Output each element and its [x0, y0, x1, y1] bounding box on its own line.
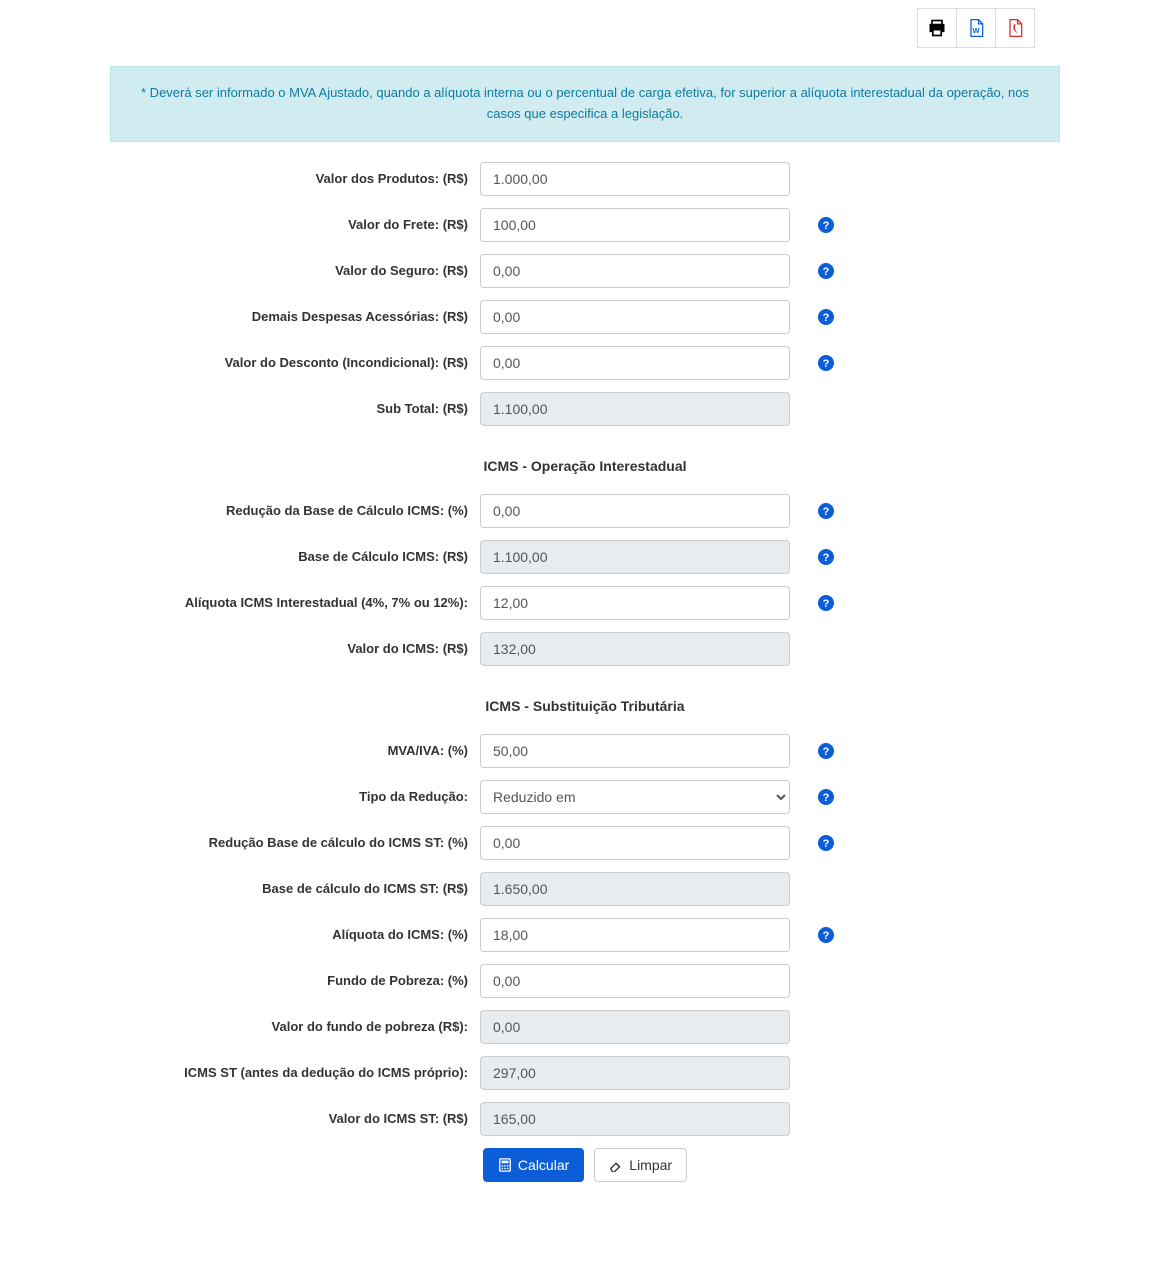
input-valor-icms-st — [480, 1102, 790, 1136]
label-demais-despesas: Demais Despesas Acessórias: (R$) — [110, 309, 480, 324]
row-valor-frete: Valor do Frete: (R$) ? — [110, 208, 1060, 242]
label-aliquota-icms-inter: Alíquota ICMS Interestadual (4%, 7% ou 1… — [110, 595, 480, 610]
input-demais-despesas[interactable] — [480, 300, 790, 334]
label-reducao-base-st: Redução Base de cálculo do ICMS ST: (%) — [110, 835, 480, 850]
row-icms-st-antes: ICMS ST (antes da dedução do ICMS própri… — [110, 1056, 1060, 1090]
section-title-icms-inter: ICMS - Operação Interestadual — [110, 458, 1060, 474]
help-icon[interactable]: ? — [818, 789, 834, 805]
row-tipo-reducao: Tipo da Redução: Reduzido em ? — [110, 780, 1060, 814]
label-valor-desconto: Valor do Desconto (Incondicional): (R$) — [110, 355, 480, 370]
label-valor-seguro: Valor do Seguro: (R$) — [110, 263, 480, 278]
row-valor-produtos: Valor dos Produtos: (R$) — [110, 162, 1060, 196]
row-valor-desconto: Valor do Desconto (Incondicional): (R$) … — [110, 346, 1060, 380]
help-icon[interactable]: ? — [818, 743, 834, 759]
input-valor-seguro[interactable] — [480, 254, 790, 288]
svg-text:?: ? — [823, 838, 830, 850]
svg-text:?: ? — [823, 552, 830, 564]
label-base-calculo-st: Base de cálculo do ICMS ST: (R$) — [110, 881, 480, 896]
svg-text:?: ? — [823, 598, 830, 610]
label-sub-total: Sub Total: (R$) — [110, 401, 480, 416]
limpar-label: Limpar — [629, 1157, 672, 1173]
row-base-calculo-icms: Base de Cálculo ICMS: (R$) ? — [110, 540, 1060, 574]
row-mva-iva: MVA/IVA: (%) ? — [110, 734, 1060, 768]
label-reducao-base-icms: Redução da Base de Cálculo ICMS: (%) — [110, 503, 480, 518]
row-valor-seguro: Valor do Seguro: (R$) ? — [110, 254, 1060, 288]
svg-text:?: ? — [823, 506, 830, 518]
button-row: Calcular Limpar — [110, 1148, 1060, 1182]
input-valor-produtos[interactable] — [480, 162, 790, 196]
row-valor-fundo-pobreza: Valor do fundo de pobreza (R$): — [110, 1010, 1060, 1044]
row-reducao-base-st: Redução Base de cálculo do ICMS ST: (%) … — [110, 826, 1060, 860]
limpar-button[interactable]: Limpar — [594, 1148, 687, 1182]
row-valor-icms: Valor do ICMS: (R$) — [110, 632, 1060, 666]
help-icon[interactable]: ? — [818, 927, 834, 943]
label-valor-fundo-pobreza: Valor do fundo de pobreza (R$): — [110, 1019, 480, 1034]
section-title-icms-st: ICMS - Substituição Tributária — [110, 698, 1060, 714]
help-icon[interactable]: ? — [818, 217, 834, 233]
input-valor-desconto[interactable] — [480, 346, 790, 380]
input-base-calculo-st — [480, 872, 790, 906]
help-icon[interactable]: ? — [818, 835, 834, 851]
help-icon[interactable]: ? — [818, 503, 834, 519]
row-fundo-pobreza: Fundo de Pobreza: (%) — [110, 964, 1060, 998]
input-sub-total — [480, 392, 790, 426]
row-base-calculo-st: Base de cálculo do ICMS ST: (R$) — [110, 872, 1060, 906]
label-valor-icms-st: Valor do ICMS ST: (R$) — [110, 1111, 480, 1126]
help-icon[interactable]: ? — [818, 355, 834, 371]
row-valor-icms-st: Valor do ICMS ST: (R$) — [110, 1102, 1060, 1136]
help-icon[interactable]: ? — [818, 263, 834, 279]
svg-text:?: ? — [823, 266, 830, 278]
help-icon[interactable]: ? — [818, 549, 834, 565]
calculator-icon — [498, 1158, 512, 1172]
help-icon[interactable]: ? — [818, 595, 834, 611]
label-aliquota-icms: Alíquota do ICMS: (%) — [110, 927, 480, 942]
input-valor-frete[interactable] — [480, 208, 790, 242]
svg-text:?: ? — [823, 312, 830, 324]
select-tipo-reducao[interactable]: Reduzido em — [480, 780, 790, 814]
export-toolbar: W — [0, 0, 1035, 56]
help-icon[interactable]: ? — [818, 309, 834, 325]
input-icms-st-antes — [480, 1056, 790, 1090]
label-mva-iva: MVA/IVA: (%) — [110, 743, 480, 758]
row-aliquota-icms: Alíquota do ICMS: (%) ? — [110, 918, 1060, 952]
print-icon — [927, 18, 947, 38]
row-aliquota-icms-inter: Alíquota ICMS Interestadual (4%, 7% ou 1… — [110, 586, 1060, 620]
pdf-export-button[interactable] — [995, 8, 1035, 48]
input-base-calculo-icms — [480, 540, 790, 574]
row-reducao-base-icms: Redução da Base de Cálculo ICMS: (%) ? — [110, 494, 1060, 528]
input-valor-icms — [480, 632, 790, 666]
info-message: * Deverá ser informado o MVA Ajustado, q… — [110, 66, 1060, 142]
svg-text:?: ? — [823, 220, 830, 232]
row-sub-total: Sub Total: (R$) — [110, 392, 1060, 426]
print-button[interactable] — [917, 8, 957, 48]
input-aliquota-icms[interactable] — [480, 918, 790, 952]
form-container: Valor dos Produtos: (R$) Valor do Frete:… — [0, 162, 1170, 1202]
label-valor-icms: Valor do ICMS: (R$) — [110, 641, 480, 656]
input-valor-fundo-pobreza — [480, 1010, 790, 1044]
svg-text:?: ? — [823, 792, 830, 804]
word-export-button[interactable]: W — [956, 8, 996, 48]
svg-text:?: ? — [823, 358, 830, 370]
label-fundo-pobreza: Fundo de Pobreza: (%) — [110, 973, 480, 988]
label-valor-frete: Valor do Frete: (R$) — [110, 217, 480, 232]
label-tipo-reducao: Tipo da Redução: — [110, 789, 480, 804]
input-fundo-pobreza[interactable] — [480, 964, 790, 998]
svg-text:?: ? — [823, 746, 830, 758]
calcular-label: Calcular — [518, 1157, 569, 1173]
input-mva-iva[interactable] — [480, 734, 790, 768]
eraser-icon — [609, 1158, 623, 1172]
row-demais-despesas: Demais Despesas Acessórias: (R$) ? — [110, 300, 1060, 334]
label-base-calculo-icms: Base de Cálculo ICMS: (R$) — [110, 549, 480, 564]
input-aliquota-icms-inter[interactable] — [480, 586, 790, 620]
input-reducao-base-icms[interactable] — [480, 494, 790, 528]
svg-text:?: ? — [823, 930, 830, 942]
pdf-icon — [1005, 18, 1025, 38]
input-reducao-base-st[interactable] — [480, 826, 790, 860]
label-valor-produtos: Valor dos Produtos: (R$) — [110, 171, 480, 186]
svg-text:W: W — [972, 26, 980, 35]
word-icon: W — [966, 18, 986, 38]
label-icms-st-antes: ICMS ST (antes da dedução do ICMS própri… — [110, 1065, 480, 1080]
calcular-button[interactable]: Calcular — [483, 1148, 584, 1182]
